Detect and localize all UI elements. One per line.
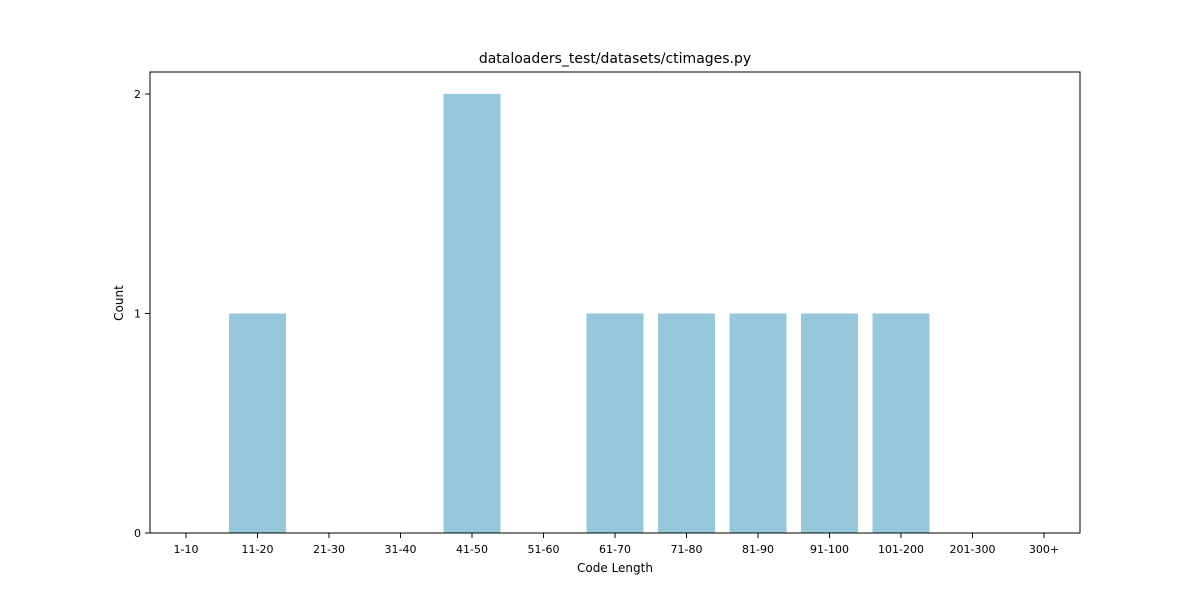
y-tick-label: 0 [134, 527, 141, 540]
x-tick-label: 91-100 [810, 543, 849, 556]
y-axis: 0 1 2 [134, 88, 150, 540]
bar-101-200 [872, 313, 930, 533]
y-tick-label: 2 [134, 88, 141, 101]
x-tick-label: 71-80 [671, 543, 703, 556]
x-tick-label: 21-30 [313, 543, 345, 556]
bars-layer [229, 93, 930, 533]
x-tick-label: 1-10 [174, 543, 199, 556]
bar-81-90 [729, 313, 787, 533]
x-tick-label: 201-300 [950, 543, 996, 556]
x-tick-label: 101-200 [878, 543, 924, 556]
bar-91-100 [801, 313, 858, 533]
x-tick-label: 31-40 [385, 543, 417, 556]
x-tick-label: 41-50 [456, 543, 488, 556]
x-tick-label: 61-70 [599, 543, 631, 556]
x-tick-label: 51-60 [528, 543, 560, 556]
bar-61-70 [586, 313, 644, 533]
x-tick-label: 11-20 [242, 543, 274, 556]
x-axis: 1-10 11-20 21-30 31-40 41-50 51-60 61-70 71-80 8… [174, 533, 1059, 556]
bar-71-80 [658, 313, 715, 533]
bar-41-50 [443, 93, 501, 533]
x-tick-label: 300+ [1029, 543, 1059, 556]
chart-title: dataloaders_test/datasets/ctimages.py [479, 51, 751, 67]
x-tick-label: 81-90 [742, 543, 774, 556]
bar-11-20 [229, 313, 286, 533]
y-axis-label: Count [112, 285, 126, 321]
x-axis-label: Code Length [577, 561, 653, 575]
y-tick-label: 1 [134, 307, 141, 320]
